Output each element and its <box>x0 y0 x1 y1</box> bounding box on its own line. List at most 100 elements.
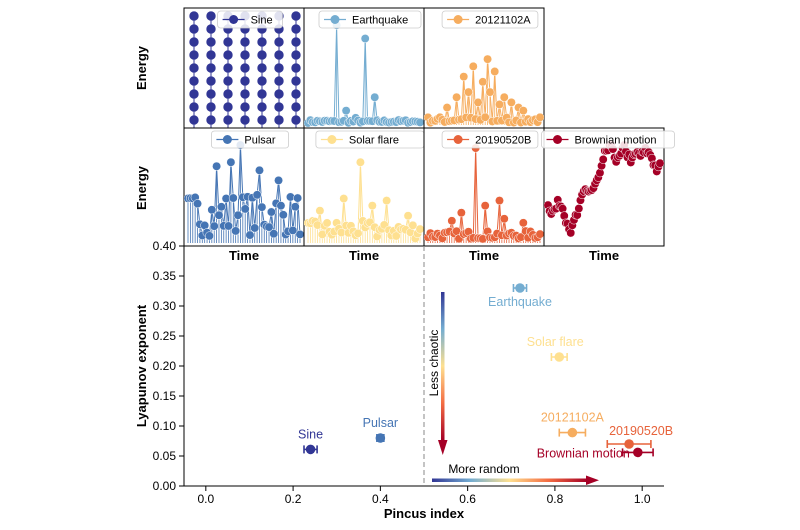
point-label: Sine <box>298 427 323 441</box>
x-ticks: 0.0 0.2 0.4 0.6 0.8 1.0 <box>197 486 651 506</box>
less-chaotic-label: Less chaotic <box>427 330 441 397</box>
legend-pulsar: Pulsar <box>210 130 289 149</box>
y-tick-label: 0.05 <box>153 449 177 463</box>
panel-marker <box>478 77 488 87</box>
panel-marker <box>355 157 365 167</box>
panel-series <box>424 143 544 244</box>
panel-marker <box>293 193 303 203</box>
panel-marker <box>452 92 462 102</box>
y-tick-label: 0.30 <box>153 299 177 313</box>
panel-marker <box>558 204 568 214</box>
panel-xlabel-3: Time <box>469 248 499 263</box>
legend-label: Solar flare <box>349 135 399 147</box>
y-tick-label: 0.35 <box>153 269 177 283</box>
point-marker <box>375 433 386 443</box>
panel-marker <box>499 92 509 102</box>
legend-label: Brownian motion <box>575 135 657 147</box>
y-tick-label: 0.15 <box>153 389 177 403</box>
point-label: 20190520B <box>609 424 673 438</box>
less-chaotic-arrow <box>441 292 445 440</box>
panel-a20121102: 20121102A <box>423 7 545 129</box>
panel-series <box>304 157 424 243</box>
panel-marker <box>535 112 544 122</box>
legend-box <box>210 130 289 149</box>
panel-series <box>188 10 302 128</box>
legend-marker <box>453 15 463 24</box>
panel-earthquake: Earthquake <box>303 7 425 129</box>
x-tick-label: 0.0 <box>197 492 214 506</box>
panel-marker <box>209 221 219 231</box>
legend-label: Earthquake <box>352 15 408 27</box>
panel-marker <box>495 100 504 109</box>
panel-marker <box>535 229 544 239</box>
panel-marker <box>322 218 332 228</box>
panel-marker <box>655 158 664 168</box>
panel-marker <box>233 210 243 220</box>
point-marker <box>567 427 578 438</box>
time-series-panels: Sine Earthquake 20121102A Pulsar Solar flare… <box>183 7 675 247</box>
panel-marker <box>447 216 457 226</box>
point-marker <box>624 439 634 449</box>
panel-series <box>304 20 424 128</box>
main-scatter-plot: 0.0 0.2 0.4 0.6 0.8 1.0 0.000.050.100.150.200… <box>134 239 673 521</box>
x-tick-label: 0.6 <box>459 492 476 506</box>
legend-marker <box>327 135 337 144</box>
x-tick-label: 0.8 <box>547 492 564 506</box>
panel-marker <box>240 204 250 214</box>
legend-earthquake: Earthquake <box>318 10 422 29</box>
panel-brownian: Brownian motion <box>541 127 675 247</box>
panel-ylabel-bottom: Energy <box>134 165 149 210</box>
panel-marker <box>598 154 608 164</box>
panel-marker <box>193 199 202 209</box>
panel-pulsar: Pulsar <box>183 127 305 247</box>
panel-series <box>544 140 664 238</box>
y-tick-label: 0.20 <box>153 359 177 373</box>
panel-marker <box>353 228 363 238</box>
panel-marker <box>468 61 478 71</box>
point-earthquake: Earthquake <box>488 283 552 309</box>
y-ticks: 0.00 0.05 0.10 0.15 0.20 0.25 0.30 0.35 0.40 <box>153 239 184 493</box>
panel-marker <box>518 106 528 116</box>
panel-marker <box>250 223 260 233</box>
y-tick-label: 0.00 <box>153 479 177 493</box>
legend-marker <box>453 135 463 144</box>
panel-marker <box>456 208 466 218</box>
panel-marker <box>367 201 377 211</box>
panel-marker <box>480 201 490 211</box>
x-tick-label: 1.0 <box>634 492 651 506</box>
panel-sine: Sine <box>183 7 305 129</box>
x-axis-label: Pincus index <box>384 506 465 521</box>
panel-marker <box>360 34 370 43</box>
panel-marker <box>276 201 286 211</box>
panel-marker <box>473 97 483 107</box>
panel-marker <box>506 97 516 107</box>
panel-marker <box>483 54 493 64</box>
panel-series <box>184 140 304 243</box>
panel-marker <box>266 207 276 217</box>
legend-marker <box>229 15 239 24</box>
panel-marker <box>315 206 325 216</box>
legend-marker <box>553 135 562 144</box>
more-random-label: More random <box>448 462 519 476</box>
panel-marker <box>212 161 222 171</box>
panel-marker <box>274 175 284 185</box>
legend-solar: Solar flare <box>315 130 425 149</box>
panel-marker <box>370 92 380 102</box>
panel-marker <box>226 157 236 167</box>
panel-marker <box>464 87 473 97</box>
panel-marker <box>257 202 267 212</box>
legend-box <box>318 10 422 29</box>
panel-marker <box>391 231 401 241</box>
panel-marker <box>382 196 392 206</box>
legend-label: 20121102A <box>475 15 531 27</box>
panel-marker <box>339 194 349 204</box>
panel-xlabel-2: Time <box>349 248 379 263</box>
point-pulsar: Pulsar <box>363 416 398 443</box>
panel-solar: Solar flare <box>303 127 425 247</box>
panel-marker <box>499 214 509 224</box>
panel-marker <box>264 222 274 232</box>
point-label: 20121102A <box>541 411 605 425</box>
legend-box <box>441 130 539 149</box>
x-tick-label: 0.4 <box>372 492 389 506</box>
